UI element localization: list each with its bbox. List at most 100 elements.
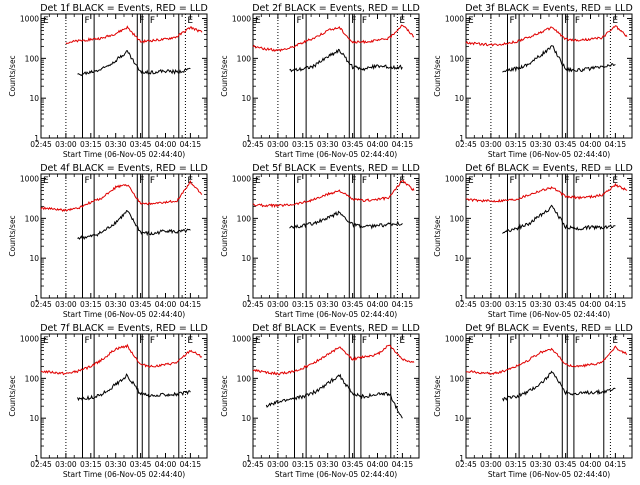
state-marker: E [399, 16, 405, 26]
x-tick-label: 02:45 [455, 140, 477, 149]
y-tick-label: 1000 [20, 335, 39, 344]
x-tick-label: 03:45 [342, 460, 364, 469]
lld-series-line [252, 344, 415, 376]
y-axis-label: Counts/sec [433, 215, 442, 256]
x-tick-label: 03:45 [555, 300, 577, 309]
events-series-line [289, 48, 403, 73]
y-tick-label: 1 [246, 294, 251, 303]
x-tick-label: 03:30 [317, 140, 339, 149]
x-tick-label: 03:00 [55, 300, 77, 309]
state-marker: E [255, 16, 261, 26]
panel-title: Det 7f BLACK = Events, RED = LLD [40, 323, 208, 334]
x-tick-label: 03:30 [317, 460, 339, 469]
x-tick-label: 03:00 [267, 300, 289, 309]
y-tick-label: 10 [29, 414, 39, 423]
y-tick-label: 1000 [445, 15, 464, 24]
state-marker: F [351, 16, 356, 26]
x-tick-label: 03:00 [480, 140, 502, 149]
y-tick-label: 1 [246, 134, 251, 143]
y-tick-label: 1 [246, 454, 251, 463]
x-axis-label: Start Time (06-Nov-05 02:44:40) [488, 470, 610, 479]
x-tick-label: 04:15 [392, 300, 414, 309]
lld-series-line [465, 345, 628, 376]
x-axis-label: Start Time (06-Nov-05 02:44:40) [275, 150, 397, 159]
x-tick-label: 03:15 [292, 140, 314, 149]
state-marker: F [575, 176, 580, 186]
x-tick-label: 03:45 [130, 300, 152, 309]
x-tick-label: 02:45 [242, 140, 264, 149]
panel-title: Det 2f BLACK = Events, RED = LLD [252, 3, 420, 14]
state-marker: F [510, 176, 515, 186]
state-marker: E [255, 176, 261, 186]
events-series-line [502, 370, 616, 402]
events-series-line [502, 204, 616, 234]
y-tick-label: 100 [450, 374, 465, 383]
state-marker: F [351, 336, 356, 346]
x-tick-label: 03:15 [292, 300, 314, 309]
lld-series-line [65, 25, 203, 45]
y-tick-label: 1 [34, 294, 39, 303]
y-tick-label: 100 [450, 54, 465, 63]
x-tick-label: 03:45 [342, 140, 364, 149]
panel-title: Det 5f BLACK = Events, RED = LLD [252, 163, 420, 174]
x-tick-label: 02:45 [455, 300, 477, 309]
state-marker: F [362, 176, 367, 186]
state-marker: F [510, 336, 515, 346]
y-axis-label: Counts/sec [433, 55, 442, 96]
state-marker: E [612, 16, 618, 26]
x-tick-label: 04:00 [155, 140, 177, 149]
state-marker: F [564, 176, 569, 186]
y-tick-label: 10 [241, 94, 251, 103]
state-marker: E [43, 336, 49, 346]
x-tick-label: 03:15 [80, 300, 102, 309]
x-tick-label: 03:30 [105, 460, 127, 469]
x-tick-label: 03:00 [480, 300, 502, 309]
state-marker: F [575, 16, 580, 26]
panel-title: Det 1f BLACK = Events, RED = LLD [40, 3, 208, 14]
y-tick-label: 1000 [20, 15, 39, 24]
y-tick-label: 10 [241, 414, 251, 423]
x-tick-label: 03:00 [267, 140, 289, 149]
x-tick-label: 03:30 [105, 140, 127, 149]
state-marker: F [139, 16, 144, 26]
x-tick-label: 04:00 [155, 460, 177, 469]
state-marker: E [468, 176, 474, 186]
y-axis-label: Counts/sec [8, 55, 17, 96]
state-marker: F [85, 176, 90, 186]
lld-series-line [465, 182, 628, 203]
state-marker: F [139, 336, 144, 346]
y-tick-label: 10 [241, 254, 251, 263]
detector-panel-7: Det 7f BLACK = Events, RED = LLD 1 10 100 10… [8, 323, 208, 479]
x-tick-label: 03:45 [555, 140, 577, 149]
y-axis-label: Counts/sec [220, 375, 229, 416]
x-axis-label: Start Time (06-Nov-05 02:44:40) [63, 150, 185, 159]
events-series-line [77, 50, 191, 77]
detector-panel-4: Det 4f BLACK = Events, RED = LLD 1 10 100 10… [8, 163, 208, 319]
state-marker: F [564, 336, 569, 346]
y-tick-label: 100 [25, 214, 40, 223]
state-marker: E [187, 336, 193, 346]
y-tick-label: 100 [237, 214, 252, 223]
panel-title: Det 3f BLACK = Events, RED = LLD [465, 3, 633, 14]
y-tick-label: 10 [29, 94, 39, 103]
y-tick-label: 1 [459, 454, 464, 463]
events-series-line [77, 210, 191, 240]
y-tick-label: 1 [459, 294, 464, 303]
panel-title: Det 4f BLACK = Events, RED = LLD [40, 163, 208, 174]
detector-panel-2: Det 2f BLACK = Events, RED = LLD 1 10 100 10… [220, 3, 420, 159]
x-tick-label: 03:15 [80, 140, 102, 149]
detector-panel-9: Det 9f BLACK = Events, RED = LLD 1 10 100 10… [433, 323, 633, 479]
y-tick-label: 100 [237, 54, 252, 63]
y-tick-label: 100 [450, 214, 465, 223]
x-tick-label: 04:15 [392, 460, 414, 469]
state-marker: F [351, 176, 356, 186]
y-tick-label: 1000 [445, 335, 464, 344]
y-tick-label: 1000 [232, 335, 251, 344]
y-axis-label: Counts/sec [220, 215, 229, 256]
x-tick-label: 03:15 [80, 460, 102, 469]
events-series-line [289, 210, 403, 230]
state-marker: E [612, 176, 618, 186]
x-tick-label: 04:00 [580, 460, 602, 469]
y-tick-label: 1000 [232, 15, 251, 24]
